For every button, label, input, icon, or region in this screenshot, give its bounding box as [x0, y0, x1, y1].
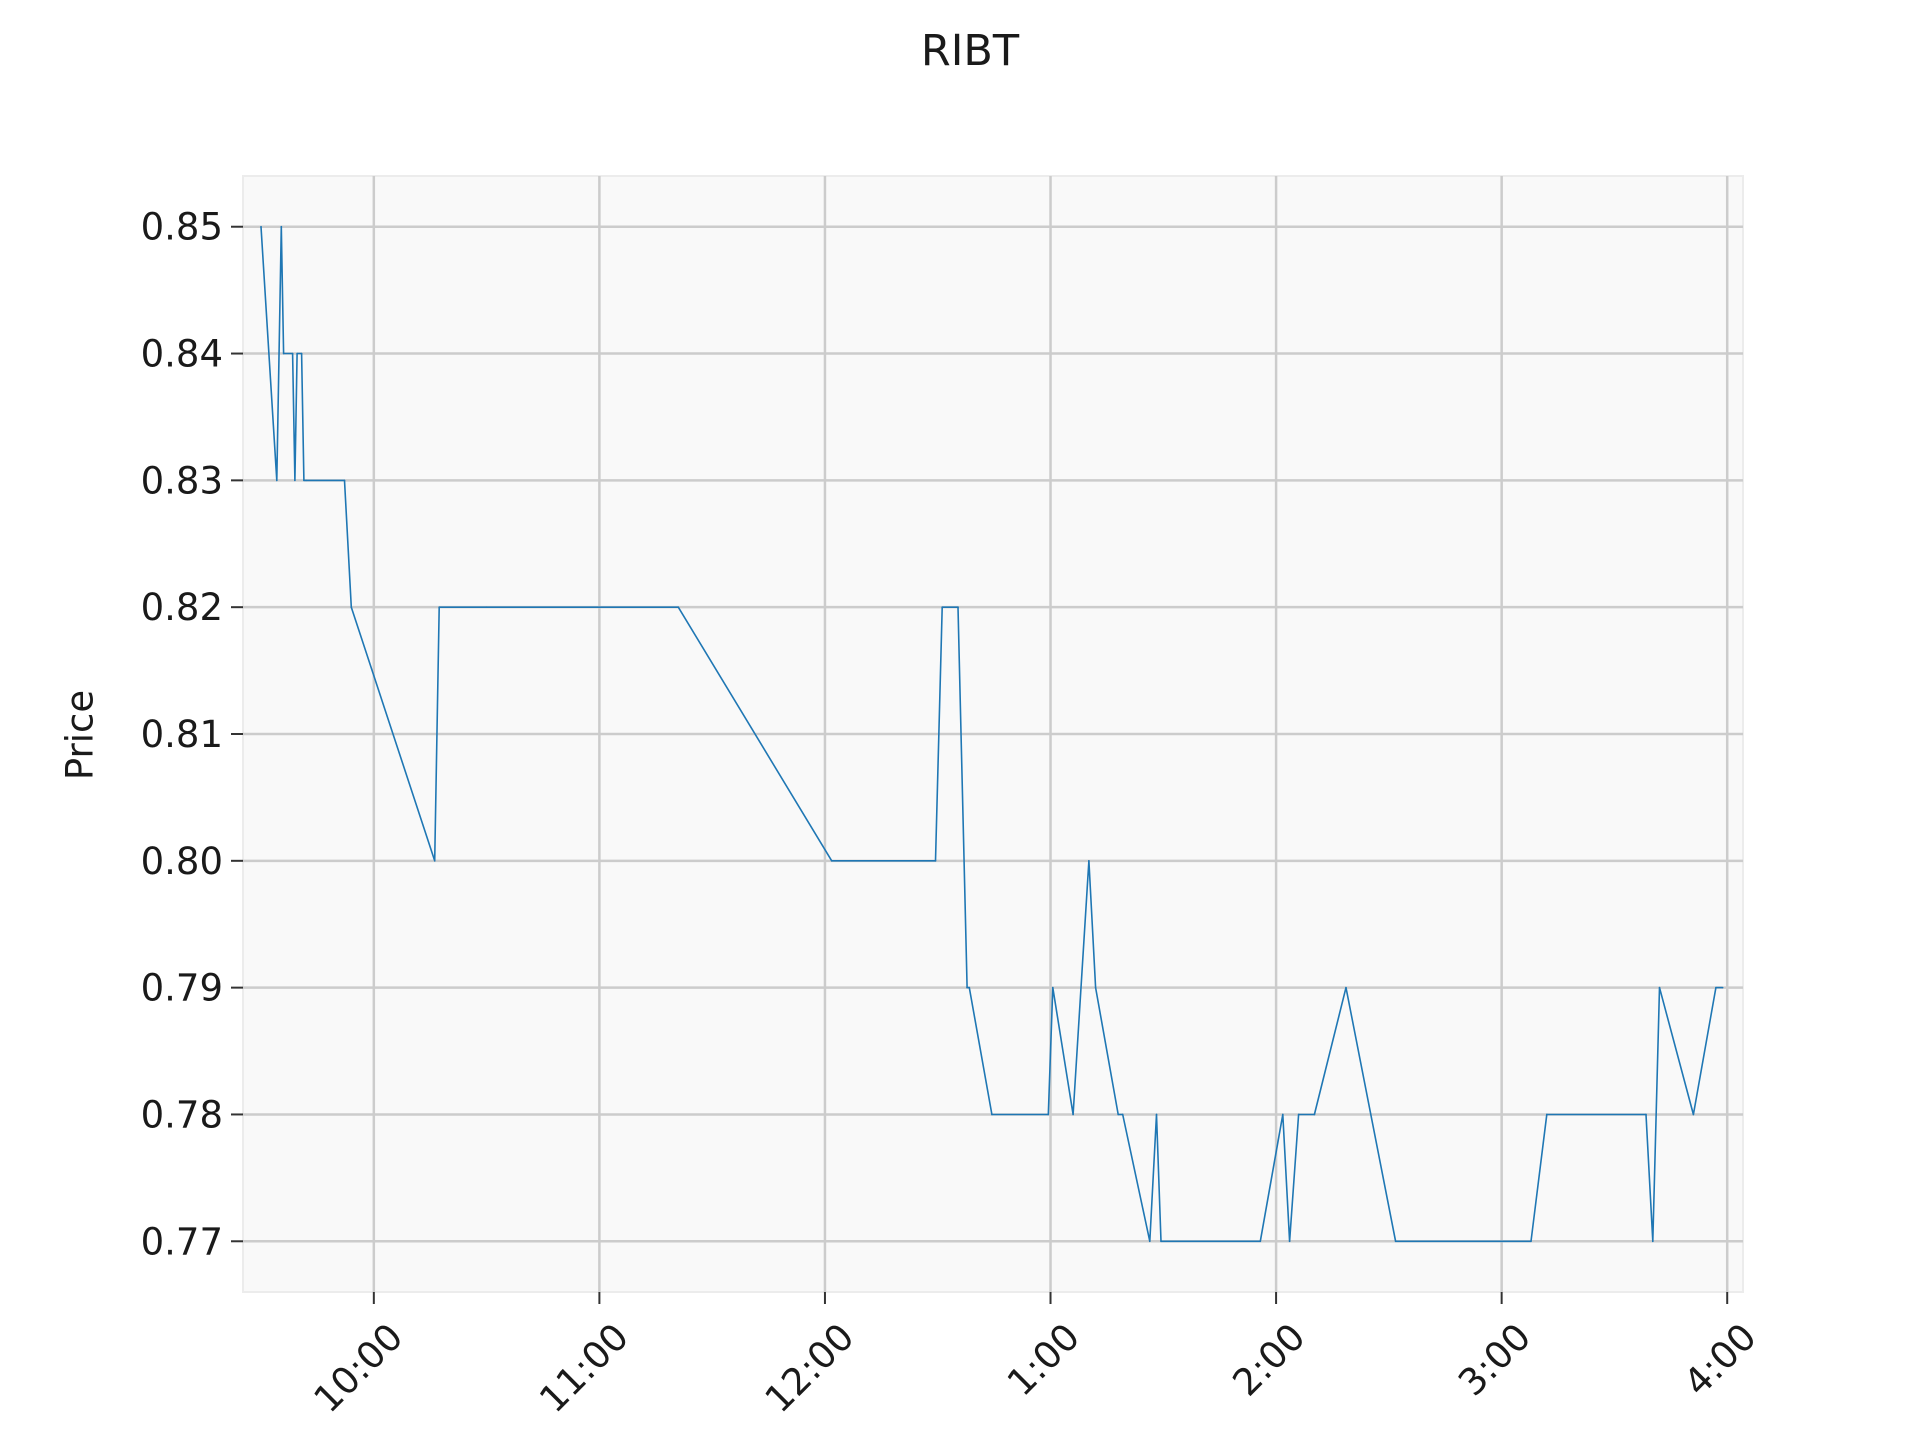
data-point — [433, 860, 436, 862]
data-point — [1148, 1240, 1151, 1243]
data-point — [1047, 1113, 1050, 1116]
data-point — [991, 1113, 993, 1116]
data-point — [1160, 1240, 1162, 1243]
data-point — [343, 479, 346, 482]
y-tick-label: 0.84 — [141, 333, 223, 376]
x-tick-label: 11:00 — [531, 1315, 637, 1421]
y-tick-label: 0.77 — [141, 1220, 223, 1263]
data-point — [1072, 1113, 1074, 1116]
x-tick-label: 10:00 — [306, 1315, 412, 1421]
data-point — [1651, 1240, 1654, 1243]
data-point — [1721, 986, 1724, 989]
price-line — [260, 225, 1723, 1243]
data-point — [968, 986, 971, 989]
data-point — [830, 860, 833, 862]
data-point — [941, 606, 944, 608]
x-tick-label: 3:00 — [1450, 1315, 1539, 1404]
data-point — [1155, 1113, 1158, 1116]
y-tick-label: 0.82 — [141, 586, 223, 629]
x-tick-label: 1:00 — [999, 1315, 1088, 1404]
data-point — [305, 479, 307, 482]
data-point — [1394, 1240, 1397, 1243]
data-point — [1645, 1113, 1647, 1116]
data-point — [276, 479, 278, 482]
data-point — [934, 860, 937, 862]
x-tick-label: 4:00 — [1676, 1315, 1765, 1404]
y-axis: 0.77 0.78 0.79 0.80 0.81 0.82 0.83 0.84 0.85 — [141, 206, 243, 1263]
data-point — [291, 352, 294, 355]
x-axis: 10:00 11:00 12:00 1:00 2:00 3:00 4:00 — [306, 1292, 1765, 1421]
data-point — [485, 606, 488, 608]
data-point — [260, 225, 262, 228]
data-point — [1658, 986, 1661, 989]
data-point — [1345, 986, 1347, 989]
series-layer — [260, 225, 1724, 1243]
data-point — [1715, 986, 1717, 989]
y-tick-label: 0.83 — [141, 459, 223, 502]
y-tick-label: 0.79 — [141, 967, 223, 1010]
data-point — [1313, 1113, 1316, 1116]
data-point — [1530, 1240, 1532, 1243]
data-point — [282, 352, 285, 355]
data-point — [296, 352, 298, 355]
data-point — [438, 606, 441, 608]
data-point — [300, 352, 303, 355]
price-points — [260, 225, 1724, 1243]
data-point — [1088, 860, 1090, 862]
data-point — [1692, 1113, 1695, 1116]
data-point — [350, 606, 353, 608]
y-axis-label: Price — [59, 690, 102, 780]
data-point — [1094, 986, 1097, 989]
chart-title: RIBT — [921, 26, 1020, 76]
data-point — [280, 225, 283, 228]
data-point — [966, 986, 968, 989]
data-point — [294, 479, 296, 482]
data-point — [303, 479, 305, 482]
data-point — [1288, 1240, 1291, 1243]
data-point — [1121, 1113, 1124, 1116]
data-point — [1297, 1113, 1300, 1116]
data-point — [677, 606, 680, 608]
data-point — [1282, 1113, 1284, 1116]
y-tick-label: 0.81 — [141, 713, 223, 756]
y-tick-label: 0.85 — [141, 206, 223, 249]
data-point — [1117, 1113, 1119, 1116]
data-point — [1259, 1240, 1262, 1243]
data-point — [1051, 986, 1054, 989]
x-tick-label: 12:00 — [757, 1315, 863, 1421]
data-point — [957, 606, 959, 608]
x-tick-label: 2:00 — [1225, 1315, 1314, 1404]
y-tick-label: 0.80 — [141, 840, 223, 883]
data-point — [1545, 1113, 1548, 1116]
y-tick-label: 0.78 — [141, 1093, 223, 1136]
